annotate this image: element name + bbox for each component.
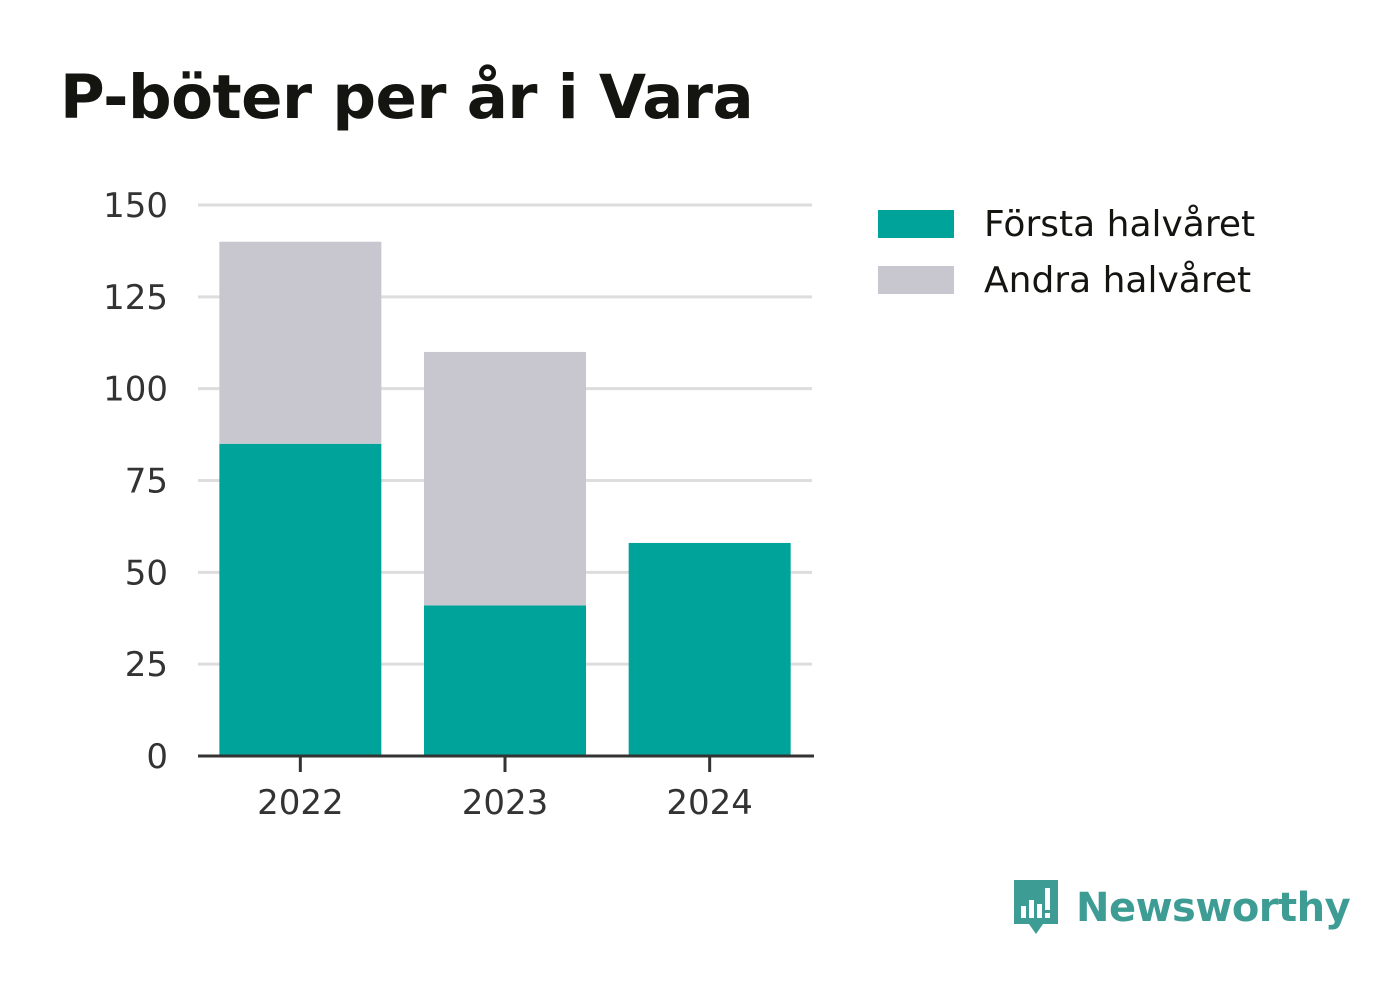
brand-logo: Newsworthy xyxy=(1010,876,1351,940)
y-tick-label-25: 25 xyxy=(125,645,168,685)
brand-name: Newsworthy xyxy=(1076,885,1351,931)
legend-label-second-half: Andra halvåret xyxy=(984,259,1252,301)
bar-2022-series-1 xyxy=(219,443,382,756)
x-tick-label-2023: 2023 xyxy=(462,783,549,823)
y-tick-label-0: 0 xyxy=(146,737,168,777)
legend-label-first-half: Första halvåret xyxy=(984,203,1256,245)
x-axis: 2022 2023 2024 xyxy=(198,754,814,823)
x-tick-label-2024: 2024 xyxy=(666,783,753,823)
y-tick-label-50: 50 xyxy=(125,553,168,593)
legend-swatch-first-half xyxy=(878,210,954,238)
bars xyxy=(219,241,791,756)
chart-title: P-böter per år i Vara xyxy=(60,62,754,133)
y-tick-label-125: 125 xyxy=(103,278,168,318)
x-tick-label-2022: 2022 xyxy=(257,783,344,823)
bar-chart-speech-bubble-icon xyxy=(1014,880,1058,934)
bar-2024-series-1 xyxy=(628,542,791,756)
bar-2023-series-1 xyxy=(424,605,586,756)
y-tick-label-150: 150 xyxy=(103,186,168,226)
y-axis: 0 25 50 75 100 125 150 xyxy=(103,186,168,777)
y-tick-label-75: 75 xyxy=(125,462,168,502)
bar-2022-series-2 xyxy=(219,241,382,444)
legend-item-second-half: Andra halvåret xyxy=(878,252,1255,308)
legend-swatch-second-half xyxy=(878,266,954,294)
legend: Första halvåret Andra halvåret xyxy=(878,196,1255,308)
legend-item-first-half: Första halvåret xyxy=(878,196,1255,252)
bar-2023-series-2 xyxy=(424,351,586,606)
y-tick-label-100: 100 xyxy=(103,370,168,410)
